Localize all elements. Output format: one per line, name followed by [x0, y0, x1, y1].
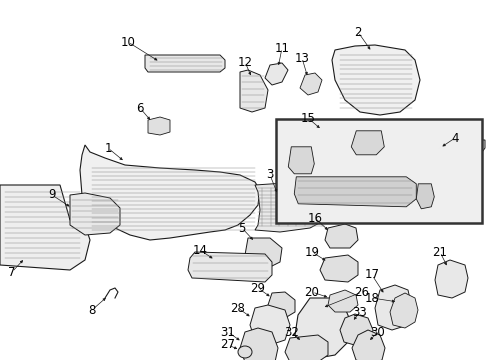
Polygon shape: [0, 185, 90, 270]
Text: 13: 13: [294, 51, 309, 64]
Text: 12: 12: [237, 55, 252, 68]
Text: 8: 8: [88, 303, 96, 316]
Polygon shape: [325, 224, 357, 248]
Polygon shape: [299, 73, 321, 95]
Polygon shape: [389, 293, 417, 328]
Polygon shape: [148, 117, 170, 135]
Text: 2: 2: [353, 26, 361, 39]
Bar: [276, 119, 481, 223]
Polygon shape: [80, 145, 260, 240]
Text: 11: 11: [274, 41, 289, 54]
Polygon shape: [294, 298, 351, 358]
Polygon shape: [254, 183, 327, 232]
Polygon shape: [240, 328, 278, 360]
Text: 26: 26: [354, 285, 369, 298]
Text: 3: 3: [266, 168, 273, 181]
Text: 21: 21: [431, 246, 447, 258]
Text: 1: 1: [104, 141, 112, 154]
Text: 9: 9: [48, 189, 56, 202]
Polygon shape: [70, 193, 120, 235]
Polygon shape: [285, 335, 327, 360]
Polygon shape: [317, 123, 394, 145]
Text: 30: 30: [370, 325, 385, 338]
Polygon shape: [187, 252, 271, 282]
Polygon shape: [374, 285, 411, 330]
Text: 20: 20: [304, 285, 319, 298]
Text: 32: 32: [284, 325, 299, 338]
Polygon shape: [351, 330, 384, 360]
Text: 18: 18: [364, 292, 379, 305]
Polygon shape: [264, 63, 287, 85]
Polygon shape: [319, 255, 357, 282]
Text: 16: 16: [307, 211, 322, 225]
Polygon shape: [434, 260, 467, 298]
Text: 6: 6: [136, 102, 143, 114]
Text: 10: 10: [121, 36, 135, 49]
Text: 4: 4: [450, 131, 458, 144]
Text: 15: 15: [300, 112, 315, 125]
Text: 31: 31: [220, 325, 235, 338]
Text: 5: 5: [238, 221, 245, 234]
Polygon shape: [249, 305, 289, 345]
Text: 19: 19: [304, 246, 319, 258]
Ellipse shape: [238, 346, 251, 358]
Polygon shape: [145, 55, 224, 72]
Polygon shape: [331, 45, 419, 115]
Text: 33: 33: [352, 306, 366, 319]
Text: 28: 28: [230, 302, 245, 315]
Polygon shape: [288, 147, 314, 174]
Polygon shape: [339, 314, 372, 346]
Polygon shape: [350, 131, 384, 155]
Text: 27: 27: [220, 338, 235, 351]
Polygon shape: [244, 238, 282, 268]
Text: 7: 7: [8, 266, 16, 279]
Polygon shape: [240, 70, 267, 112]
Polygon shape: [384, 140, 484, 160]
Text: 14: 14: [192, 243, 207, 256]
Polygon shape: [294, 177, 415, 207]
Polygon shape: [327, 290, 357, 312]
Polygon shape: [415, 184, 433, 209]
Polygon shape: [267, 292, 294, 318]
Text: 29: 29: [250, 282, 265, 294]
Text: 17: 17: [364, 269, 379, 282]
